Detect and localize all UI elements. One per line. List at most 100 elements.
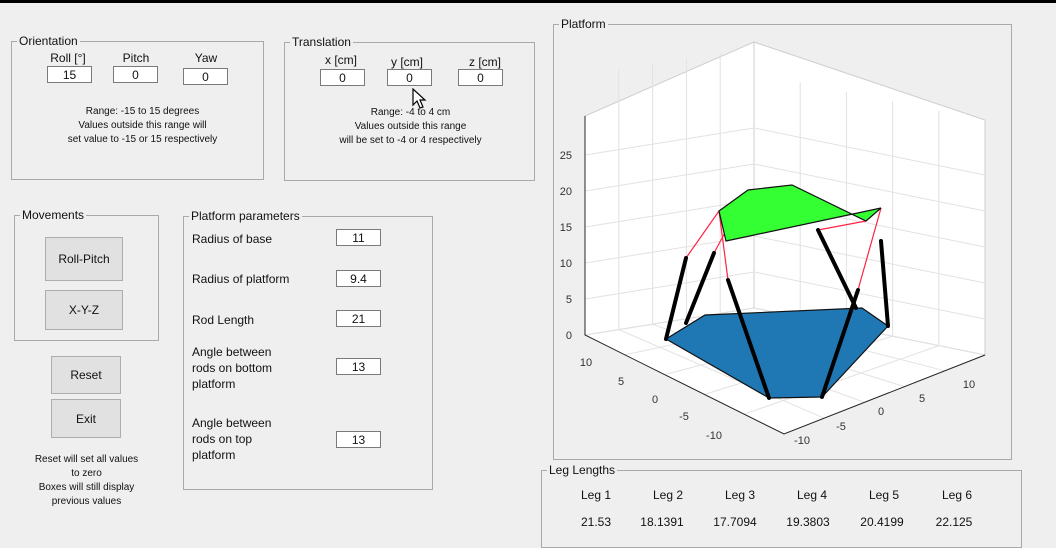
gridline bbox=[753, 127, 986, 176]
pitch-label: Pitch bbox=[122, 51, 150, 65]
right-tick-label: 5 bbox=[919, 393, 925, 405]
rod-6 bbox=[879, 239, 890, 328]
leg-value: 18.1391 bbox=[640, 515, 684, 529]
leg-value: 17.7094 bbox=[713, 515, 757, 529]
rod-2 bbox=[684, 251, 716, 325]
z-tick-labels: 0 5 10 15 20 25 bbox=[560, 150, 572, 342]
reset-note-line4: previous values bbox=[51, 496, 122, 507]
rod-5 bbox=[816, 228, 858, 310]
x-label: x [cm] bbox=[325, 53, 357, 67]
leg-value: 20.4199 bbox=[860, 515, 904, 529]
y-label: y [cm] bbox=[391, 55, 423, 69]
y-input[interactable] bbox=[387, 69, 432, 86]
angle-bottom-line3: platform bbox=[192, 377, 236, 391]
right-tick-label: 10 bbox=[963, 379, 975, 391]
yaw-input[interactable] bbox=[183, 68, 228, 85]
roll-pitch-button[interactable]: Roll-Pitch bbox=[45, 237, 123, 281]
angle-bottom-input[interactable] bbox=[336, 358, 381, 375]
translation-note-line1: Range: -4 to 4 cm bbox=[370, 107, 451, 118]
angle-bottom-line2: rods on bottom bbox=[192, 361, 273, 375]
leg-header: Leg 5 bbox=[868, 488, 900, 502]
wire-line-1 bbox=[685, 210, 720, 259]
left-tick-label: -10 bbox=[706, 430, 722, 442]
gridline bbox=[753, 271, 986, 320]
xyz-button[interactable]: X-Y-Z bbox=[45, 290, 123, 330]
wire-line-5 bbox=[817, 220, 867, 231]
rod-4 bbox=[820, 288, 860, 399]
reset-button[interactable]: Reset bbox=[51, 356, 121, 394]
leg-header: Leg 4 bbox=[796, 488, 828, 502]
angle-bottom-label: Angle between rods on bottom platform bbox=[192, 344, 272, 392]
platform-parameters-panel: Platform parameters bbox=[183, 209, 433, 490]
rod-3 bbox=[726, 278, 771, 400]
gridline bbox=[618, 329, 825, 419]
gridline bbox=[753, 235, 986, 284]
radius-platform-input[interactable] bbox=[336, 270, 381, 287]
z-tick-label: 15 bbox=[560, 222, 572, 234]
gridline bbox=[753, 163, 986, 212]
rod-length-label: Rod Length bbox=[192, 313, 255, 327]
yaw-label: Yaw bbox=[194, 51, 218, 65]
left-tick-label: -5 bbox=[679, 411, 689, 423]
translation-panel: Translation bbox=[284, 35, 535, 181]
z-label: z [cm] bbox=[469, 55, 501, 69]
z-input[interactable] bbox=[458, 69, 503, 86]
radius-platform-label: Radius of platform bbox=[192, 272, 290, 286]
translation-note-line3: will be set to -4 or 4 respectively bbox=[339, 135, 482, 146]
z-tick-label: 10 bbox=[560, 258, 572, 270]
pitch-input[interactable] bbox=[113, 66, 158, 83]
reset-note-line2: to zero bbox=[71, 468, 102, 479]
translation-note-line2: Values outside this range bbox=[354, 121, 467, 132]
left-tick-label: 5 bbox=[618, 376, 624, 388]
angle-top-line3: platform bbox=[192, 448, 236, 462]
gridline bbox=[584, 127, 755, 156]
reset-note-line1: Reset will set all values bbox=[34, 454, 139, 465]
gridline bbox=[584, 163, 755, 192]
leg-header: Leg 3 bbox=[724, 488, 756, 502]
orientation-note-line2: Values outside this range will bbox=[78, 120, 207, 131]
translation-legend: Translation bbox=[292, 35, 351, 49]
roll-input[interactable] bbox=[47, 66, 92, 83]
angle-bottom-line1: Angle between bbox=[192, 345, 272, 359]
z-tick-label: 5 bbox=[566, 294, 572, 306]
plot-axis-edges bbox=[584, 116, 986, 435]
rod-1 bbox=[664, 256, 688, 341]
orientation-panel: Orientation bbox=[11, 34, 264, 180]
right-axis-tick-labels: -10 -5 0 5 10 bbox=[794, 379, 975, 447]
right-tick-label: -10 bbox=[794, 435, 810, 447]
leg-value: 21.53 bbox=[580, 515, 612, 529]
orientation-legend: Orientation bbox=[19, 34, 78, 48]
gridline bbox=[584, 271, 755, 300]
radius-base-label: Radius of base bbox=[192, 232, 273, 246]
platform-parameters-legend: Platform parameters bbox=[191, 209, 300, 223]
x-input[interactable] bbox=[320, 69, 365, 86]
movements-legend: Movements bbox=[22, 208, 85, 222]
z-tick-label: 25 bbox=[560, 150, 572, 162]
wire-line-6 bbox=[857, 207, 882, 291]
left-tick-label: 10 bbox=[580, 357, 592, 369]
gridline bbox=[584, 199, 755, 228]
angle-top-label: Angle between rods on top platform bbox=[192, 415, 271, 463]
exit-button[interactable]: Exit bbox=[51, 399, 121, 438]
z-tick-label: 0 bbox=[566, 330, 572, 342]
roll-label: Roll [°] bbox=[50, 51, 86, 65]
orientation-range-note: Range: -15 to 15 degrees Values outside … bbox=[20, 105, 265, 147]
angle-top-input[interactable] bbox=[336, 431, 381, 448]
wire-line-2 bbox=[718, 210, 729, 281]
top-platform bbox=[718, 184, 882, 242]
right-tick-label: 0 bbox=[878, 406, 884, 418]
leg-header: Leg 1 bbox=[580, 488, 612, 502]
platform-3d-plot[interactable]: 0 5 10 15 20 25 10 5 0 -5 -10 -10 -5 0 5 10 bbox=[540, 40, 1010, 460]
window-top-border bbox=[0, 0, 1056, 3]
orientation-note-line1: Range: -15 to 15 degrees bbox=[85, 106, 200, 117]
right-tick-label: -5 bbox=[836, 421, 846, 433]
translation-range-note: Range: -4 to 4 cm Values outside this ra… bbox=[288, 106, 533, 148]
radius-base-input[interactable] bbox=[336, 229, 381, 246]
angle-top-line2: rods on top bbox=[192, 432, 253, 446]
movements-panel: Movements bbox=[14, 208, 159, 341]
reset-note: Reset will set all values to zero Boxes … bbox=[10, 453, 163, 509]
z-tick-label: 20 bbox=[560, 186, 572, 198]
rod-length-input[interactable] bbox=[336, 310, 381, 327]
leg-value: 19.3803 bbox=[786, 515, 830, 529]
platform-plot-panel: Platform bbox=[553, 17, 1012, 460]
